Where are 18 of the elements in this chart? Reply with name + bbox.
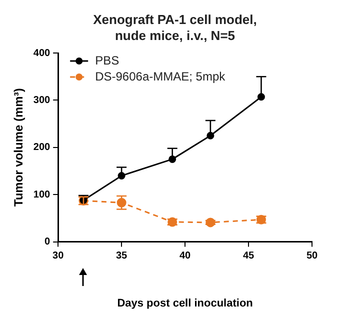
y-tick-label: 400 — [33, 48, 51, 59]
y-tick-label: 0 — [44, 236, 51, 248]
x-tick-label: 30 — [52, 250, 64, 262]
x-tick-label: 45 — [242, 250, 255, 262]
x-tick-label: 40 — [179, 250, 192, 262]
point — [118, 172, 126, 180]
x-tick-label: 35 — [116, 250, 128, 262]
y-tick-label: 300 — [33, 94, 51, 106]
y-tick-label: 200 — [33, 142, 51, 154]
legend-label: DS-9606a-MMAE; 5mpk — [95, 69, 226, 84]
chart-title: Xenograft PA-1 cell model, nude mice, i.v., N=5 — [92, 11, 258, 44]
y-tick-label: 100 — [33, 189, 51, 200]
y-axis-title: Tumor volume (mm³) — [12, 88, 26, 207]
point — [206, 132, 214, 140]
legend-label: PBS — [95, 53, 120, 68]
point — [168, 155, 176, 163]
x-axis-title: Days post cell inoculation — [117, 297, 254, 310]
x-tick-label: 50 — [306, 250, 318, 262]
